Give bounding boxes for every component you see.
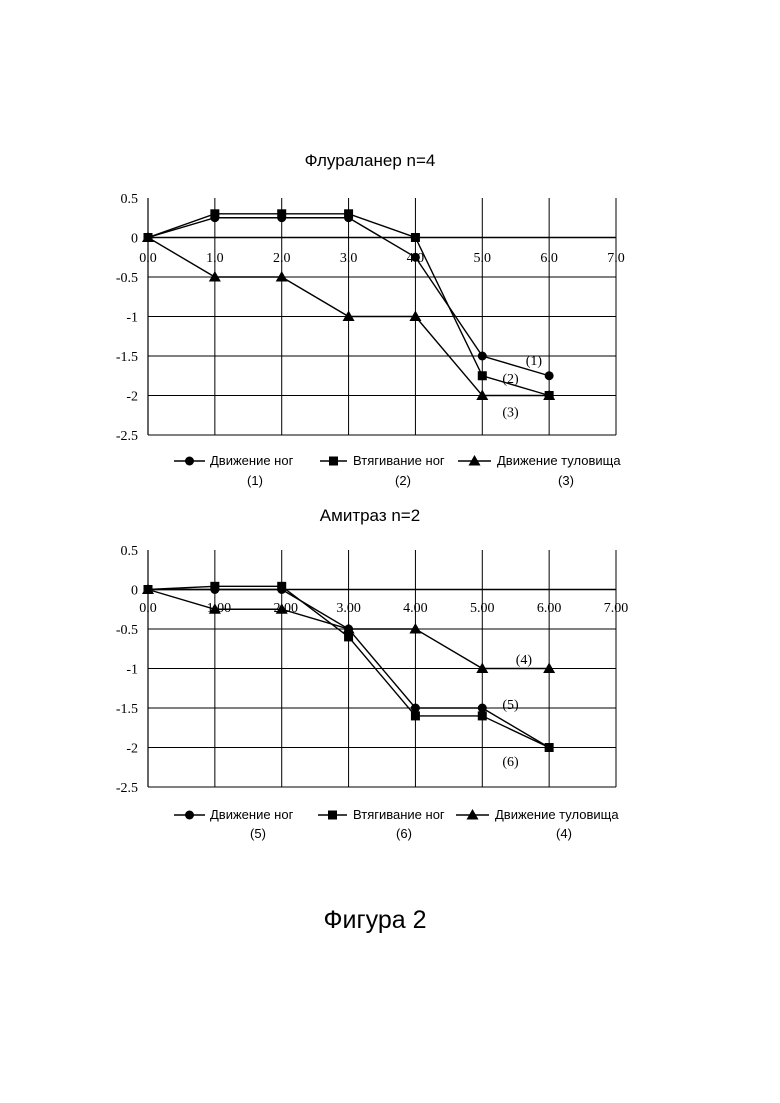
legend-tag: (3) — [558, 473, 574, 488]
legend-label: Движение туловища — [497, 453, 621, 468]
x-tick-labels: 0.01.02.03.04.05.06.07.0 — [139, 251, 625, 266]
legend-marker — [328, 811, 337, 820]
x-tick-label: 5.00 — [470, 601, 495, 616]
x-tick-label: 3.0 — [340, 251, 358, 266]
legend-item: Втягивание ног (6) — [318, 807, 445, 841]
legend-tag: (6) — [396, 826, 412, 841]
data-point — [478, 371, 487, 380]
y-tick-label: -1.5 — [116, 350, 138, 365]
data-point — [344, 209, 353, 218]
x-tick-label: 5.0 — [474, 251, 492, 266]
data-point — [478, 352, 487, 361]
legend-item: Движение туловища (4) — [456, 807, 619, 841]
x-tick-label: 6.00 — [537, 601, 562, 616]
data-point — [478, 704, 487, 713]
chart-fluralaner: Флураланер n=4 0.5 0 -0.5 -1 -1.5 -2 -2.5 0.0 1.0… — [116, 151, 625, 488]
data-point — [343, 311, 355, 322]
y-tick-label: -2 — [126, 390, 138, 405]
data-point — [277, 582, 286, 591]
legend-label: Движение ног — [210, 807, 294, 822]
legend-marker — [185, 457, 194, 466]
y-tick-label: 0 — [131, 232, 138, 247]
legend-tag: (5) — [250, 826, 266, 841]
figure-caption: Фигура 2 — [324, 906, 427, 934]
x-tick-label: 0.0 — [139, 251, 157, 266]
y-tick-label: -1 — [126, 663, 138, 678]
data-point — [209, 271, 221, 282]
data-point — [411, 233, 420, 242]
x-tick-label: 7.0 — [607, 251, 625, 266]
chart-amitraz: Амитраз n=20.50-0.5-1-1.5-2-2.50.01.002.… — [116, 506, 628, 841]
data-point — [411, 253, 420, 262]
data-point — [344, 632, 353, 641]
data-point — [478, 711, 487, 720]
legend-marker — [329, 457, 338, 466]
y-tick-label: 0 — [131, 584, 138, 599]
x-tick-label: 1.0 — [206, 251, 224, 266]
series-annotation: (4) — [516, 653, 533, 668]
data-point — [543, 663, 555, 674]
legend-item: Движение туловища (3) — [458, 453, 621, 488]
y-tick-labels: 0.5 0 -0.5 -1 -1.5 -2 -2.5 — [116, 192, 138, 444]
legend-marker — [467, 809, 479, 820]
data-point — [210, 209, 219, 218]
y-tick-label: -0.5 — [116, 271, 138, 286]
legend-item: Втягивание ног (2) — [320, 453, 445, 488]
legend-item: Движение ног (5) — [174, 807, 294, 841]
legend-label: Втягивание ног — [353, 453, 445, 468]
data-point — [277, 209, 286, 218]
series-annotation: (2) — [502, 372, 519, 387]
x-tick-label: 6.0 — [540, 251, 558, 266]
y-tick-label: 0.5 — [121, 192, 139, 207]
data-point — [409, 311, 421, 322]
chart-title: Амитраз n=2 — [320, 506, 420, 525]
legend-label: Втягивание ног — [353, 807, 445, 822]
y-tick-labels: 0.5 0 -0.5 -1 -1.5 -2 -2.5 — [116, 544, 138, 796]
legend-marker — [185, 811, 194, 820]
series-annotation: (6) — [502, 755, 519, 770]
x-tick-label: 4.00 — [403, 601, 428, 616]
y-tick-label: -2.5 — [116, 781, 138, 796]
legend: Движение ног (5) Втягивание ног (6) Движение… — [174, 807, 619, 841]
chart-title: Флураланер n=4 — [305, 151, 436, 170]
data-point — [476, 663, 488, 674]
legend-label: Движение туловища — [495, 807, 619, 822]
x-tick-label: 2.0 — [273, 251, 291, 266]
data-point — [545, 371, 554, 380]
series-annotation: (3) — [502, 405, 519, 420]
y-tick-label: -1 — [126, 311, 138, 326]
y-tick-label: -0.5 — [116, 623, 138, 638]
data-point — [545, 743, 554, 752]
x-tick-label: 7.00 — [604, 601, 629, 616]
y-tick-label: -2 — [126, 742, 138, 757]
legend-tag: (1) — [247, 473, 263, 488]
data-point — [276, 271, 288, 282]
legend: Движение ног (1) Втягивание ног (2) Движение… — [174, 453, 621, 488]
x-tick-label: 3.00 — [336, 601, 361, 616]
legend-item: Движение ног (1) — [174, 453, 294, 488]
legend-marker — [469, 455, 481, 466]
legend-label: Движение ног — [210, 453, 294, 468]
y-tick-label: -2.5 — [116, 429, 138, 444]
series-annotation: (5) — [502, 698, 519, 713]
data-point — [411, 711, 420, 720]
legend-tag: (2) — [395, 473, 411, 488]
y-tick-label: -1.5 — [116, 702, 138, 717]
legend-tag: (4) — [556, 826, 572, 841]
series-annotation: (1) — [526, 354, 543, 369]
data-point — [409, 623, 421, 634]
data-point — [210, 582, 219, 591]
x-tick-label: 0.0 — [139, 601, 157, 616]
y-tick-label: 0.5 — [121, 544, 139, 559]
